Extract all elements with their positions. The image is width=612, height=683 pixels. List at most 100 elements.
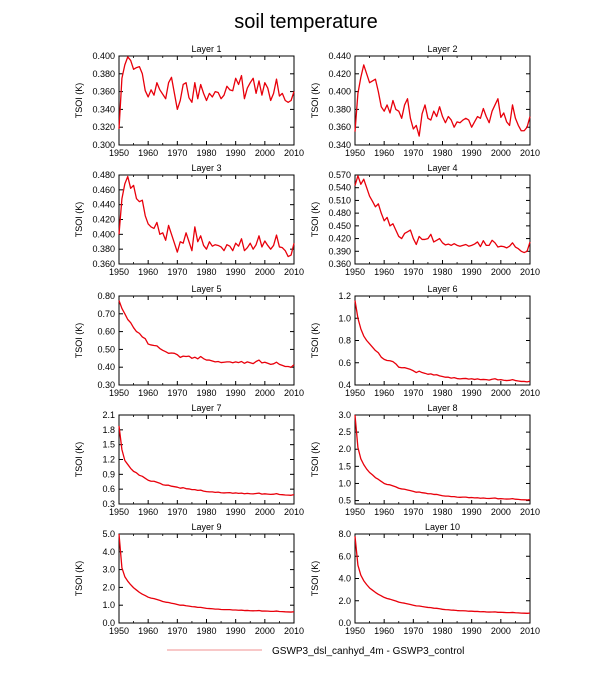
y-tick-label: 1.0 <box>338 478 351 488</box>
x-tick-label: 1960 <box>138 267 158 277</box>
x-tick-label: 1980 <box>196 626 216 636</box>
x-tick-label: 1960 <box>374 626 394 636</box>
x-tick-label: 2010 <box>284 388 304 398</box>
x-tick-label: 1950 <box>109 148 129 158</box>
x-tick-label: 2000 <box>255 626 275 636</box>
plot-frame <box>354 295 531 386</box>
x-tick-label: 1990 <box>462 148 482 158</box>
y-tick-label: 0.420 <box>328 69 351 79</box>
y-tick-label: 1.0 <box>338 313 351 323</box>
y-axis-label: TSOI (K) <box>74 202 84 238</box>
y-axis-label: TSOI (K) <box>310 323 320 359</box>
panel-layer-6: Layer 6 TSOI (K) 1950 1960 1970 1980 1990 2000 2… <box>310 284 540 398</box>
x-tick-label: 1960 <box>374 507 394 517</box>
x-tick-label: 2010 <box>520 507 540 517</box>
panel-layer-7: Layer 7 TSOI (K) 1950 1960 1970 1980 1990 2000 2… <box>74 403 304 517</box>
y-tick-label: 0.9 <box>102 469 115 479</box>
panel-title: Layer 5 <box>191 284 221 294</box>
plot-frame <box>354 174 531 265</box>
panel-title: Layer 3 <box>191 163 221 173</box>
y-tick-label: 0.480 <box>328 208 351 218</box>
x-tick-label: 1990 <box>462 626 482 636</box>
y-tick-label: 4.0 <box>338 574 351 584</box>
y-tick-label: 0.510 <box>328 195 351 205</box>
legend-label: GSWP3_dsl_canhyd_4m - GSWP3_control <box>272 646 464 657</box>
y-tick-label: 0.340 <box>92 104 115 114</box>
x-tick-label: 2010 <box>520 267 540 277</box>
y-tick-label: 0.0 <box>338 618 351 628</box>
series-line <box>354 414 531 501</box>
y-tick-label: 3.0 <box>338 410 351 420</box>
y-axis-label: TSOI (K) <box>310 442 320 478</box>
x-tick-label: 1960 <box>138 148 158 158</box>
y-tick-label: 0.420 <box>92 215 115 225</box>
panel-layer-1: Layer 1 TSOI (K) 1950 1960 1970 1980 1990 2000 2… <box>74 44 304 158</box>
x-tick-label: 1960 <box>138 626 158 636</box>
panel-title: Layer 1 <box>191 44 221 54</box>
panel-layer-3: Layer 3 TSOI (K) 1950 1960 1970 1980 1990 2000 2… <box>74 163 304 277</box>
x-tick-label: 1950 <box>345 388 365 398</box>
y-tick-label: 0.390 <box>328 246 351 256</box>
panel-layer-5: Layer 5 TSOI (K) 1950 1960 1970 1980 1990 2000 2… <box>74 284 304 398</box>
x-tick-label: 2000 <box>255 388 275 398</box>
x-tick-label: 1950 <box>109 507 129 517</box>
y-tick-label: 0.360 <box>92 259 115 269</box>
x-tick-label: 1990 <box>462 267 482 277</box>
y-tick-label: 0.80 <box>97 291 115 301</box>
x-tick-label: 1980 <box>432 388 452 398</box>
x-tick-label: 1980 <box>196 267 216 277</box>
y-tick-label: 0.380 <box>328 104 351 114</box>
y-tick-label: 0.70 <box>97 309 115 319</box>
x-tick-label: 1970 <box>403 148 423 158</box>
y-axis-label: TSOI (K) <box>74 442 84 478</box>
y-tick-label: 1.8 <box>102 425 115 435</box>
y-axis-label: TSOI (K) <box>310 83 320 119</box>
y-tick-label: 0.360 <box>92 87 115 97</box>
x-tick-label: 1990 <box>462 388 482 398</box>
x-tick-label: 1980 <box>196 148 216 158</box>
x-tick-label: 2010 <box>284 267 304 277</box>
series-line <box>354 175 531 254</box>
panel-title: Layer 8 <box>427 403 457 413</box>
y-tick-label: 0.5 <box>338 496 351 506</box>
panel-title: Layer 10 <box>425 522 460 532</box>
x-tick-label: 2000 <box>491 626 511 636</box>
x-tick-label: 1950 <box>345 267 365 277</box>
y-tick-label: 4.0 <box>102 547 115 557</box>
y-tick-label: 0.3 <box>102 499 115 509</box>
panel-layer-8: Layer 8 TSOI (K) 1950 1960 1970 1980 1990 2000 2… <box>310 403 540 517</box>
x-tick-label: 1950 <box>109 388 129 398</box>
y-axis-label: TSOI (K) <box>74 323 84 359</box>
x-tick-label: 2000 <box>255 267 275 277</box>
y-axis-label: TSOI (K) <box>310 202 320 238</box>
y-tick-label: 0.400 <box>328 87 351 97</box>
plot-frame <box>354 55 531 146</box>
x-tick-label: 2010 <box>284 507 304 517</box>
y-tick-label: 0.400 <box>92 229 115 239</box>
y-tick-label: 0.380 <box>92 244 115 254</box>
y-tick-label: 0.50 <box>97 344 115 354</box>
y-tick-label: 8.0 <box>338 529 351 539</box>
series-line <box>354 64 531 137</box>
plot-frame <box>118 174 295 265</box>
y-tick-label: 0.400 <box>92 51 115 61</box>
y-tick-label: 0.6 <box>102 484 115 494</box>
x-tick-label: 2010 <box>284 626 304 636</box>
y-tick-label: 0.360 <box>328 122 351 132</box>
x-tick-label: 1970 <box>403 388 423 398</box>
y-tick-label: 0.0 <box>102 618 115 628</box>
y-tick-label: 0.480 <box>92 170 115 180</box>
x-tick-label: 1950 <box>345 507 365 517</box>
x-tick-label: 1960 <box>374 148 394 158</box>
y-tick-label: 0.570 <box>328 170 351 180</box>
x-tick-label: 1950 <box>109 626 129 636</box>
series-line <box>118 175 295 258</box>
x-tick-label: 1960 <box>374 267 394 277</box>
x-tick-label: 1990 <box>226 507 246 517</box>
x-tick-label: 1960 <box>138 507 158 517</box>
series-line <box>118 300 295 368</box>
y-tick-label: 0.4 <box>338 380 351 390</box>
y-tick-label: 0.450 <box>328 221 351 231</box>
x-tick-label: 2000 <box>491 148 511 158</box>
